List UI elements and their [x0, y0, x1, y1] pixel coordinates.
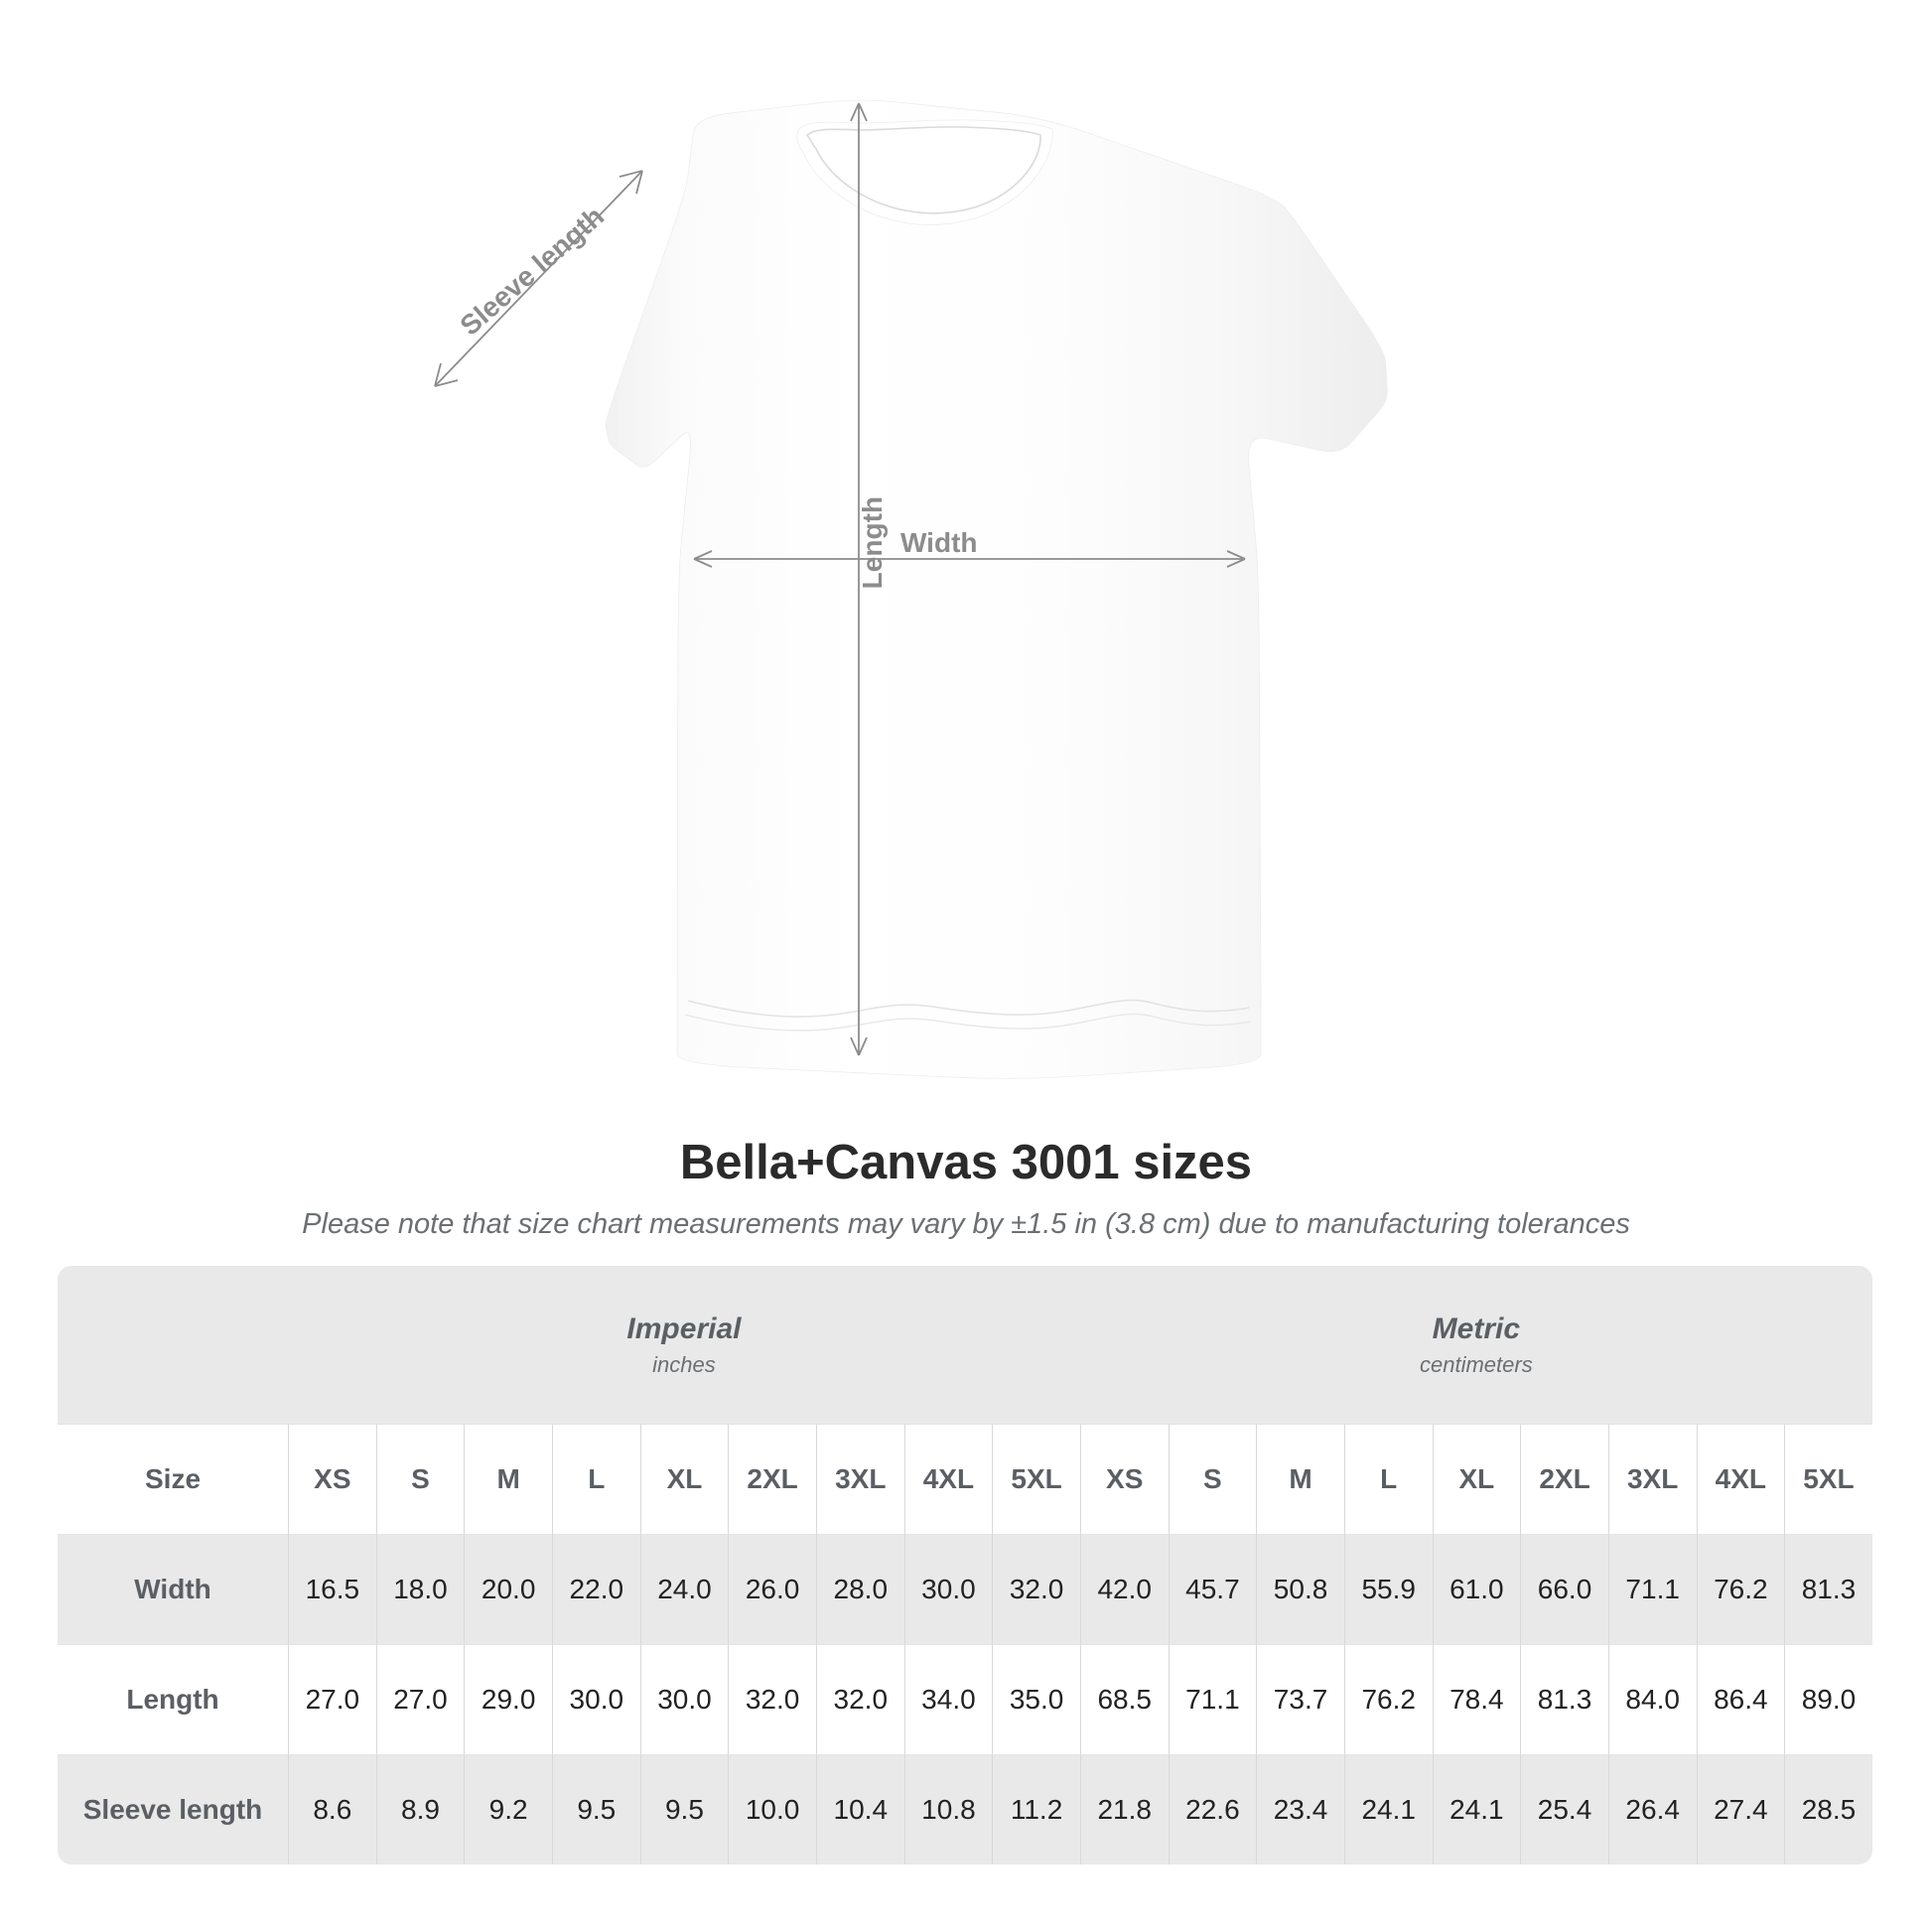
svg-text:Width: Width — [900, 527, 978, 558]
svg-text:Sleeve length: Sleeve length — [454, 201, 610, 342]
svg-text:Length: Length — [857, 496, 888, 589]
